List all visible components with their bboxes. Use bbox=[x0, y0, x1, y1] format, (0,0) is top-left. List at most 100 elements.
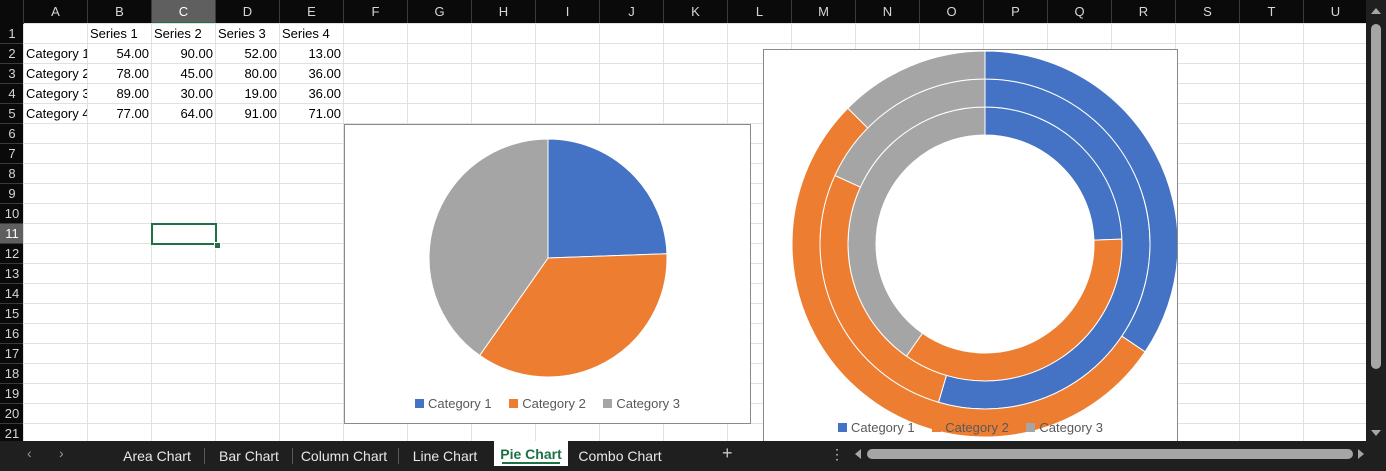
column-header-s[interactable]: S bbox=[1176, 0, 1240, 24]
column-header-u[interactable]: U bbox=[1304, 0, 1366, 24]
scroll-up-icon[interactable] bbox=[1371, 8, 1381, 14]
cell[interactable]: 45.00 bbox=[180, 66, 213, 81]
row-header-19[interactable]: 19 bbox=[0, 384, 24, 404]
cell[interactable]: Series 1 bbox=[90, 26, 138, 41]
row-header-9[interactable]: 9 bbox=[0, 184, 24, 204]
tab-pie-chart[interactable]: Pie Chart bbox=[494, 441, 568, 466]
column-header-c[interactable]: C bbox=[152, 0, 216, 24]
column-header-e[interactable]: E bbox=[280, 0, 344, 24]
more-options-icon[interactable]: ⋮ bbox=[830, 446, 844, 462]
row-header-3[interactable]: 3 bbox=[0, 64, 24, 84]
cell[interactable]: 13.00 bbox=[308, 46, 341, 61]
cell[interactable]: 64.00 bbox=[180, 106, 213, 121]
fill-handle[interactable] bbox=[214, 242, 221, 249]
row-header-12[interactable]: 12 bbox=[0, 244, 24, 264]
column-header-l[interactable]: L bbox=[728, 0, 792, 24]
add-sheet-button[interactable]: + bbox=[722, 443, 733, 463]
horizontal-scroll-thumb[interactable] bbox=[867, 449, 1353, 459]
tab-combo-chart[interactable]: Combo Chart bbox=[570, 441, 670, 466]
cell[interactable]: Category 1 bbox=[26, 46, 87, 61]
cell[interactable]: Series 3 bbox=[218, 26, 266, 41]
active-cell-selection[interactable] bbox=[151, 223, 217, 245]
row-header-11[interactable]: 11 bbox=[0, 224, 24, 244]
cell[interactable]: 36.00 bbox=[308, 66, 341, 81]
gridline bbox=[279, 24, 280, 441]
row-header-14[interactable]: 14 bbox=[0, 284, 24, 304]
gridline bbox=[24, 63, 1366, 64]
cell[interactable]: 80.00 bbox=[244, 66, 277, 81]
horizontal-scrollbar[interactable] bbox=[855, 449, 1365, 459]
cell[interactable]: 77.00 bbox=[116, 106, 149, 121]
row-header-8[interactable]: 8 bbox=[0, 164, 24, 184]
row-header-10[interactable]: 10 bbox=[0, 204, 24, 224]
gridline bbox=[24, 103, 1366, 104]
column-header-i[interactable]: I bbox=[536, 0, 600, 24]
doughnut-ring-3-slice-category-2[interactable] bbox=[791, 107, 1146, 438]
cell[interactable]: 71.00 bbox=[308, 106, 341, 121]
cell[interactable]: 52.00 bbox=[244, 46, 277, 61]
pie-chart[interactable]: Category 1 Category 2 Category 3 bbox=[344, 124, 751, 424]
column-header-q[interactable]: Q bbox=[1048, 0, 1112, 24]
cell[interactable]: Series 2 bbox=[154, 26, 202, 41]
scroll-left-icon[interactable] bbox=[855, 449, 861, 459]
cell[interactable]: 90.00 bbox=[180, 46, 213, 61]
column-header-f[interactable]: F bbox=[344, 0, 408, 24]
cell[interactable]: Category 3 bbox=[26, 86, 87, 101]
column-header-d[interactable]: D bbox=[216, 0, 280, 24]
column-header-t[interactable]: T bbox=[1240, 0, 1304, 24]
column-header-b[interactable]: B bbox=[88, 0, 152, 24]
row-header-21[interactable]: 21 bbox=[0, 424, 24, 441]
row-header-13[interactable]: 13 bbox=[0, 264, 24, 284]
cell[interactable]: 78.00 bbox=[116, 66, 149, 81]
doughnut-chart[interactable]: Category 1 Category 2 Category 3 bbox=[763, 49, 1178, 441]
row-header-20[interactable]: 20 bbox=[0, 404, 24, 424]
scroll-down-icon[interactable] bbox=[1371, 430, 1381, 436]
row-header-5[interactable]: 5 bbox=[0, 104, 24, 124]
select-all-corner[interactable] bbox=[0, 0, 24, 24]
cell[interactable]: 54.00 bbox=[116, 46, 149, 61]
pie-slice-category-3[interactable] bbox=[428, 138, 549, 357]
row-header-6[interactable]: 6 bbox=[0, 124, 24, 144]
column-header-h[interactable]: H bbox=[472, 0, 536, 24]
doughnut-ring-3-slice-category-3[interactable] bbox=[847, 50, 986, 129]
row-header-16[interactable]: 16 bbox=[0, 324, 24, 344]
cell[interactable]: Series 4 bbox=[282, 26, 330, 41]
tab-line-chart[interactable]: Line Chart bbox=[402, 441, 488, 466]
column-header-n[interactable]: N bbox=[856, 0, 920, 24]
column-header-r[interactable]: R bbox=[1112, 0, 1176, 24]
row-header-17[interactable]: 17 bbox=[0, 344, 24, 364]
column-header-k[interactable]: K bbox=[664, 0, 728, 24]
column-header-a[interactable]: A bbox=[24, 0, 88, 24]
row-header-18[interactable]: 18 bbox=[0, 364, 24, 384]
cell[interactable]: 30.00 bbox=[180, 86, 213, 101]
tab-bar-chart[interactable]: Bar Chart bbox=[206, 441, 292, 466]
tab-column-chart[interactable]: Column Chart bbox=[290, 441, 398, 466]
cell[interactable]: 19.00 bbox=[244, 86, 277, 101]
cell[interactable]: Category 2 bbox=[26, 66, 87, 81]
cell[interactable]: 36.00 bbox=[308, 86, 341, 101]
pie-slice-category-1[interactable] bbox=[547, 138, 668, 259]
vertical-scrollbar[interactable] bbox=[1366, 0, 1386, 441]
cell[interactable]: 91.00 bbox=[244, 106, 277, 121]
tab-area-chart[interactable]: Area Chart bbox=[110, 441, 204, 466]
column-header-o[interactable]: O bbox=[920, 0, 984, 24]
row-header-2[interactable]: 2 bbox=[0, 44, 24, 64]
cell[interactable]: 89.00 bbox=[116, 86, 149, 101]
vertical-scroll-thumb[interactable] bbox=[1371, 24, 1381, 369]
row-header-15[interactable]: 15 bbox=[0, 304, 24, 324]
next-sheet-icon[interactable]: › bbox=[59, 445, 64, 461]
pie-slice-category-2[interactable] bbox=[479, 253, 668, 378]
row-header-7[interactable]: 7 bbox=[0, 144, 24, 164]
prev-sheet-icon[interactable]: ‹ bbox=[27, 445, 32, 461]
scroll-right-icon[interactable] bbox=[1358, 449, 1364, 459]
column-header-j[interactable]: J bbox=[600, 0, 664, 24]
row-header-1[interactable]: 1 bbox=[0, 24, 24, 44]
cell[interactable]: Category 4 bbox=[26, 106, 87, 121]
gridline bbox=[1239, 24, 1240, 441]
column-header-p[interactable]: P bbox=[984, 0, 1048, 24]
column-header-m[interactable]: M bbox=[792, 0, 856, 24]
column-header-g[interactable]: G bbox=[408, 0, 472, 24]
row-header-4[interactable]: 4 bbox=[0, 84, 24, 104]
legend-label: Category 3 bbox=[1039, 420, 1104, 435]
